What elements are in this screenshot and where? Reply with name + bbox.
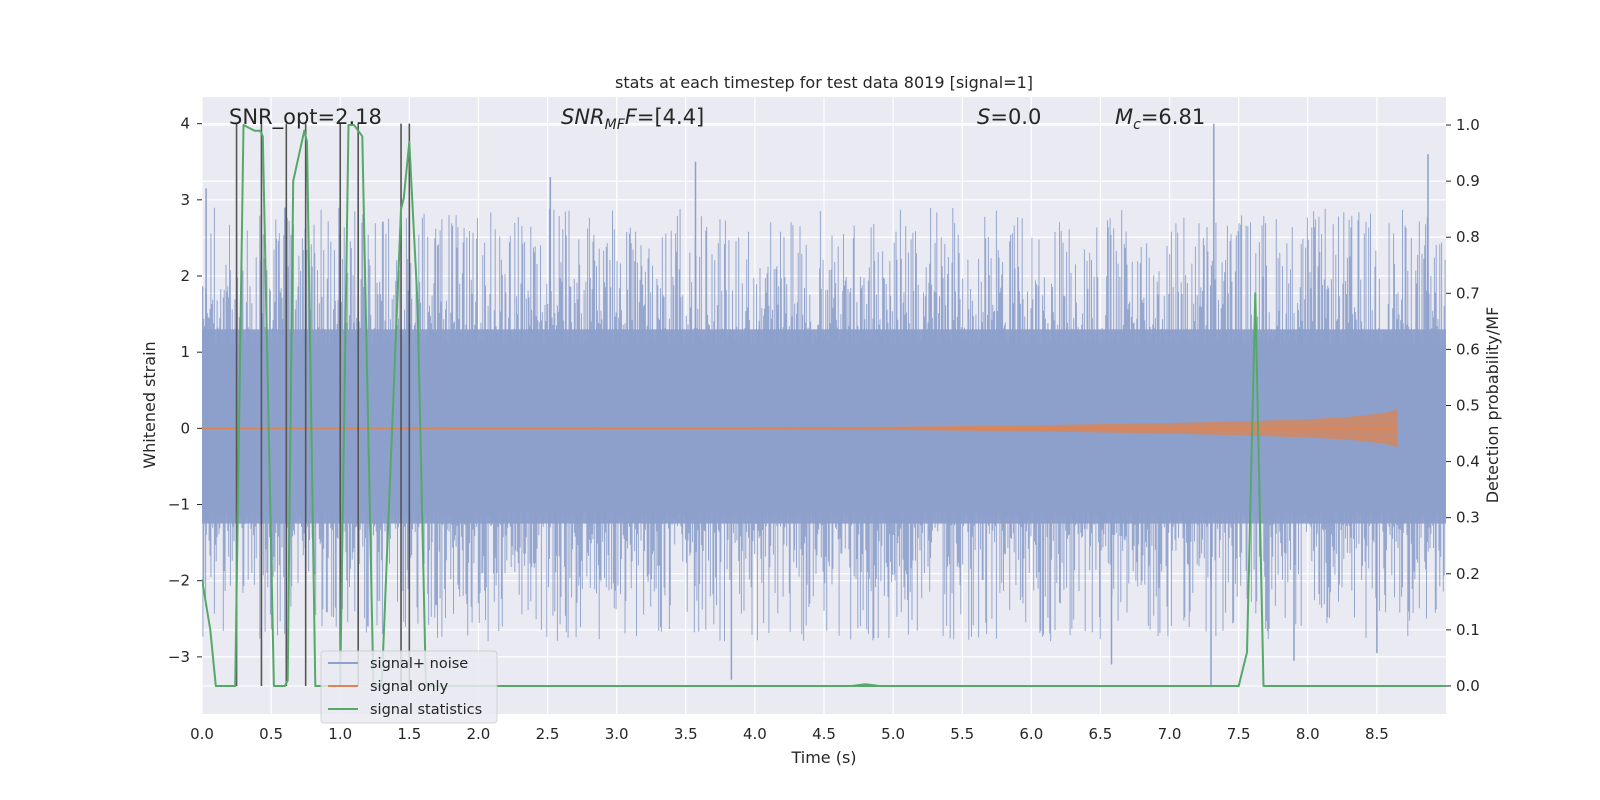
x-tick-label: 5.0 (881, 725, 905, 743)
y2-tick-label: 0.2 (1456, 565, 1480, 583)
noise-spikes (205, 123, 1429, 688)
legend-label-signal: signal only (370, 679, 449, 695)
x-tick-label: 4.0 (743, 725, 767, 743)
stat-series (202, 124, 1446, 687)
x-tick-label: 2.5 (536, 725, 560, 743)
legend-label-noise: signal+ noise (370, 656, 468, 672)
y2-tick-label: 1.0 (1456, 116, 1480, 134)
x-tick-label: 5.5 (950, 725, 974, 743)
x-tick-label: 6.5 (1089, 725, 1113, 743)
x-axis-label: Time (s) (790, 748, 856, 767)
y2-tick-label: 0.1 (1456, 621, 1480, 639)
y2-tick-label: 0.3 (1456, 509, 1480, 527)
x-tick-label: 1.0 (328, 725, 352, 743)
x-tick-label: 8.0 (1296, 725, 1320, 743)
y-axis-label: Whitened strain (140, 341, 159, 468)
y-tick-label: −3 (168, 648, 190, 666)
chart-title: stats at each timestep for test data 801… (615, 73, 1033, 92)
y2-tick-label: 0.6 (1456, 340, 1480, 358)
x-tick-label: 3.5 (674, 725, 698, 743)
x-axis-ticks: 0.0 0.5 1.0 1.5 2.0 2.5 3.0 3.5 4.0 4.5 5.0 5.5 6.0 6… (190, 725, 1389, 743)
x-tick-label: 4.5 (812, 725, 836, 743)
legend-label-stat: signal statistics (370, 702, 482, 718)
annotation-snr-opt: SNR_opt=2.18 (229, 105, 382, 130)
y-axis-ticks: −3 −2 −1 0 1 2 3 4 (168, 115, 202, 666)
x-tick-label: 2.0 (467, 725, 491, 743)
x-tick-label: 7.0 (1158, 725, 1182, 743)
y2-tick-label: 0.7 (1456, 284, 1480, 302)
y2-tick-label: 0.9 (1456, 172, 1480, 190)
annotation-mc: Mc=6.81 (1115, 105, 1205, 133)
y-tick-label: 4 (180, 115, 190, 133)
annotation-snr-mf: SNRMFF=[4.4] (561, 105, 704, 133)
legend-box (320, 650, 498, 724)
y2-tick-label: 0.0 (1456, 677, 1480, 695)
y-tick-label: 3 (180, 191, 190, 209)
y2-tick-label: 0.5 (1456, 397, 1480, 415)
annotation-s: S=0.0 (977, 105, 1041, 129)
x-tick-label: 3.0 (605, 725, 629, 743)
x-tick-label: 1.5 (397, 725, 421, 743)
stat-line (202, 124, 1446, 687)
y2-tick-label: 0.8 (1456, 228, 1480, 246)
y2-tick-label: 0.4 (1456, 453, 1480, 471)
y-tick-label: 1 (180, 343, 190, 361)
y-tick-label: 2 (180, 267, 190, 285)
y-tick-label: 0 (180, 419, 190, 437)
y2-axis-ticks: 0.0 0.1 0.2 0.3 0.4 0.5 0.6 0.7 0.8 0.9 1.0 (1446, 116, 1480, 695)
y-tick-label: −2 (168, 572, 190, 590)
y-tick-label: −1 (168, 496, 190, 514)
x-tick-label: 6.0 (1019, 725, 1043, 743)
x-tick-label: 0.5 (259, 725, 283, 743)
x-tick-label: 8.5 (1365, 725, 1389, 743)
x-tick-label: 0.0 (190, 725, 214, 743)
legend: signal+ noise signal only signal statist… (320, 650, 498, 724)
x-tick-label: 7.5 (1227, 725, 1251, 743)
stat-bump (851, 683, 880, 687)
y2-axis-label: Detection probability/MF (1483, 307, 1502, 504)
